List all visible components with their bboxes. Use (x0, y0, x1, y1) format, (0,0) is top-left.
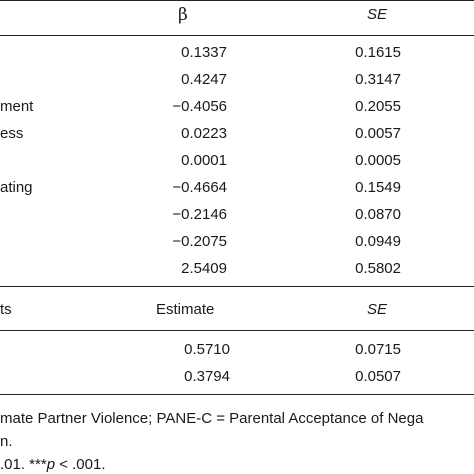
beta-cell: 0.0223 (181, 125, 227, 142)
note-line-3-suffix: < .001. (55, 456, 106, 473)
se-cell: 0.0870 (355, 206, 401, 223)
note-line-3: .01. ***p < .001. (0, 456, 106, 474)
table2-header-rule (0, 330, 474, 331)
se-cell: 0.2055 (355, 98, 401, 115)
beta-cell: 0.1337 (181, 44, 227, 61)
se-cell: 0.0057 (355, 125, 401, 142)
se-cell: 0.0949 (355, 233, 401, 250)
beta-cell: −0.2075 (172, 233, 227, 250)
se-cell: 0.0507 (355, 368, 401, 385)
beta-cell: 0.0001 (181, 152, 227, 169)
se-cell: 0.5802 (355, 260, 401, 277)
beta-cell: −0.2146 (172, 206, 227, 223)
row-label: ating (0, 179, 33, 196)
table1-bottom-rule (0, 286, 474, 287)
note-p-value: p (46, 456, 56, 473)
table2-bottom-rule (0, 394, 474, 395)
beta-cell: 0.4247 (181, 71, 227, 88)
estimate-cell: 0.5710 (184, 341, 230, 358)
se-cell: 0.0005 (355, 152, 401, 169)
header-rule (0, 35, 474, 36)
beta-cell: −0.4664 (172, 179, 227, 196)
table2-header-label: ts (0, 301, 12, 318)
top-rule (0, 0, 474, 1)
beta-header: β (178, 5, 188, 25)
estimate-header: Estimate (156, 301, 215, 318)
se-cell: 0.3147 (355, 71, 401, 88)
se-header: SE (367, 6, 388, 23)
se-cell: 0.1549 (355, 179, 401, 196)
beta-cell: 2.5409 (181, 260, 227, 277)
note-line-1: mate Partner Violence; PANE-C = Parental… (0, 410, 424, 427)
estimate-cell: 0.3794 (184, 368, 230, 385)
beta-cell: −0.4056 (172, 98, 227, 115)
note-line-2: n. (0, 433, 13, 450)
se-header-2: SE (367, 301, 388, 318)
row-label: ment (0, 98, 34, 115)
se-cell: 0.0715 (355, 341, 401, 358)
note-line-3-prefix: .01. *** (0, 456, 47, 473)
se-cell: 0.1615 (355, 44, 401, 61)
row-label: ess (0, 125, 24, 142)
